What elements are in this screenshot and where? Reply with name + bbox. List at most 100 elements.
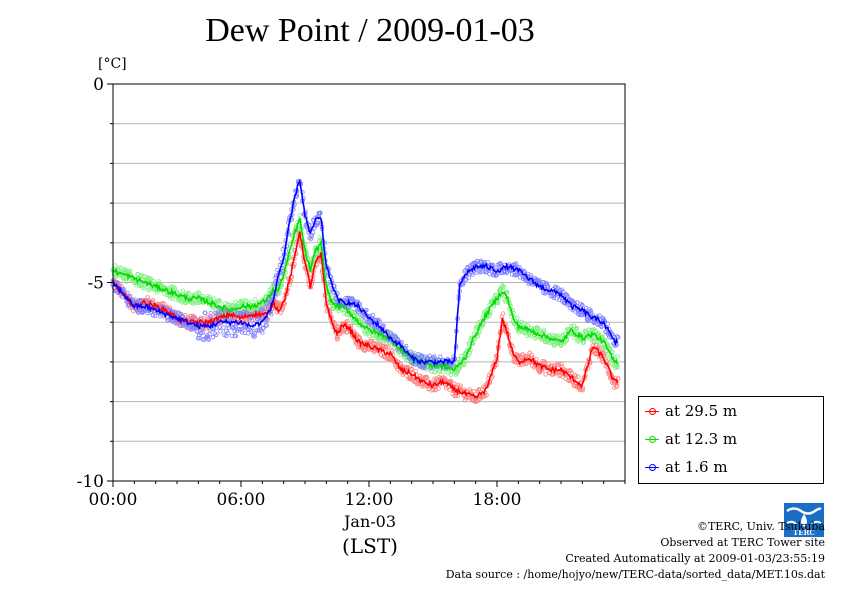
x-tick-label: 00:00 xyxy=(89,490,138,510)
data-point xyxy=(252,334,257,339)
data-point xyxy=(524,361,530,366)
data-point xyxy=(125,290,130,295)
data-point xyxy=(115,280,120,285)
data-point xyxy=(580,387,585,393)
data-point xyxy=(495,301,501,306)
data-point xyxy=(432,376,437,382)
data-point xyxy=(405,365,410,371)
data-point xyxy=(348,323,354,329)
data-point xyxy=(542,359,547,364)
data-point xyxy=(278,256,283,261)
data-point xyxy=(151,287,156,292)
logo-text: TERC xyxy=(793,528,815,537)
data-point xyxy=(145,295,150,300)
data-point xyxy=(186,291,192,296)
y-tick-label: 0 xyxy=(93,75,104,95)
data-point xyxy=(579,303,584,308)
data-point xyxy=(116,265,122,271)
data-point xyxy=(217,325,222,330)
data-point xyxy=(560,374,565,380)
data-point xyxy=(317,211,323,216)
data-point xyxy=(438,354,443,359)
data-point xyxy=(463,358,469,364)
data-point xyxy=(121,276,127,281)
data-point xyxy=(567,368,572,373)
data-point xyxy=(522,268,527,274)
data-point xyxy=(508,267,514,273)
data-point xyxy=(150,297,156,303)
data-point xyxy=(399,340,404,345)
data-point xyxy=(127,268,133,273)
data-point xyxy=(269,312,274,317)
data-point xyxy=(436,386,441,391)
legend-swatch-green xyxy=(645,435,659,443)
series-line-at-1-6-m xyxy=(112,179,619,367)
data-point xyxy=(158,282,164,287)
scatter-points xyxy=(110,178,621,404)
data-point xyxy=(263,322,269,328)
data-point xyxy=(615,365,620,370)
data-point xyxy=(217,311,222,316)
data-point xyxy=(148,276,154,282)
data-point xyxy=(225,323,230,328)
data-point xyxy=(388,358,393,363)
data-point xyxy=(363,331,368,336)
data-point xyxy=(413,368,418,374)
data-point xyxy=(592,339,598,344)
y-tick-label: -10 xyxy=(77,472,104,492)
data-point xyxy=(232,328,238,334)
data-point xyxy=(432,354,437,359)
data-point xyxy=(247,317,252,322)
data-point xyxy=(239,330,245,335)
data-point xyxy=(218,299,223,304)
data-point xyxy=(481,384,486,390)
data-point xyxy=(596,331,601,336)
data-point xyxy=(259,308,264,314)
data-point xyxy=(409,366,415,371)
data-point xyxy=(308,236,313,242)
x-tick-label: 12:00 xyxy=(345,490,394,510)
data-point xyxy=(172,286,178,291)
data-point xyxy=(120,275,126,280)
copyright-text: ©TERC, Univ. Tsukuba xyxy=(696,520,825,533)
data-point xyxy=(513,261,519,266)
data-point xyxy=(355,345,361,350)
data-point xyxy=(225,330,231,336)
data-point xyxy=(605,321,610,326)
data-point xyxy=(260,330,265,335)
data-point xyxy=(490,262,495,268)
data-point xyxy=(561,289,566,294)
data-point xyxy=(152,313,158,319)
data-point xyxy=(172,285,177,291)
data-point xyxy=(165,317,170,322)
data-point xyxy=(433,387,439,392)
data-point xyxy=(221,308,227,314)
x-tick-label: 18:00 xyxy=(473,490,522,510)
data-point xyxy=(206,337,211,342)
data-point xyxy=(180,288,186,293)
data-point xyxy=(573,374,579,379)
data-point xyxy=(213,310,218,315)
data-point xyxy=(214,325,219,330)
data-point xyxy=(243,298,248,303)
legend-item-1-6m: at 1.6 m xyxy=(645,457,728,477)
data-point xyxy=(198,327,203,333)
data-point xyxy=(326,290,331,296)
data-point xyxy=(372,335,378,341)
data-point xyxy=(417,363,422,368)
data-point xyxy=(480,387,485,392)
data-point xyxy=(466,275,472,280)
data-point xyxy=(614,383,620,389)
data-point xyxy=(256,327,262,333)
data-point xyxy=(207,332,212,337)
data-point xyxy=(581,340,587,345)
data-point xyxy=(592,336,597,341)
data-point xyxy=(367,338,373,344)
data-point xyxy=(124,279,129,284)
y-axis-unit-label: [°C] xyxy=(98,56,127,72)
data-point xyxy=(252,297,258,302)
data-point xyxy=(421,384,426,389)
data-point xyxy=(345,318,350,324)
legend-label: at 12.3 m xyxy=(665,430,738,448)
